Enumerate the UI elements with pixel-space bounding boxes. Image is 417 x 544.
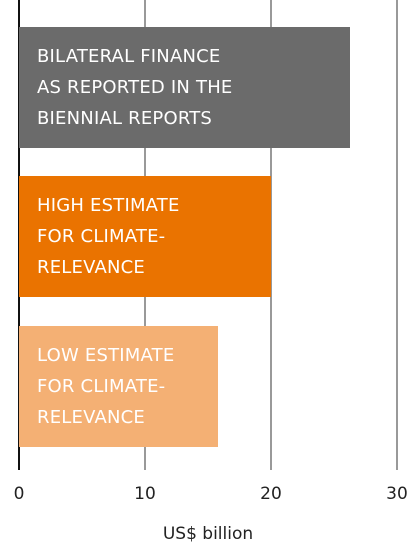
bar xyxy=(19,27,351,148)
bar-label: LOW ESTIMATE FOR CLIMATE- RELEVANCE xyxy=(37,345,175,428)
x-tick-label: 20 xyxy=(260,484,282,504)
x-tick-label: 0 xyxy=(14,484,25,504)
bar xyxy=(19,326,219,447)
x-tick-label: 30 xyxy=(386,484,408,504)
bar xyxy=(19,176,271,297)
bar-label: HIGH ESTIMATE FOR CLIMATE- RELEVANCE xyxy=(37,195,180,278)
x-axis-label: US$ billion xyxy=(163,524,253,544)
x-tick-label: 10 xyxy=(134,484,156,504)
bar-label: BILATERAL FINANCE AS REPORTED IN THE BIE… xyxy=(37,46,233,129)
